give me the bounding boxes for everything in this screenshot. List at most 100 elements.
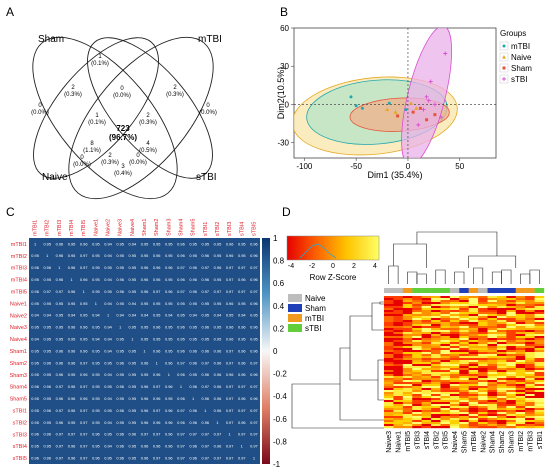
hm-cell bbox=[515, 390, 526, 393]
corr-cell: 0.96 bbox=[189, 289, 197, 294]
hm-cell bbox=[402, 350, 413, 353]
hm-cell bbox=[412, 332, 422, 335]
corr-row-label: Sham5 bbox=[10, 397, 27, 403]
hm-cell bbox=[487, 328, 498, 331]
hm-cell bbox=[393, 296, 404, 299]
hm-cell bbox=[496, 364, 507, 367]
hm-cell bbox=[525, 330, 535, 333]
hm-group-bar-cell bbox=[412, 288, 422, 293]
hm-cell bbox=[459, 300, 469, 303]
hm-cell bbox=[506, 328, 516, 331]
hm-cell bbox=[478, 380, 488, 383]
hm-cell bbox=[487, 390, 498, 393]
hm-cell bbox=[525, 352, 535, 355]
hm-cell bbox=[478, 416, 488, 419]
hm-col-dendro-link bbox=[473, 267, 484, 284]
hm-cell bbox=[487, 384, 498, 387]
hm-cell bbox=[525, 380, 535, 383]
corr-cell: 0.95 bbox=[177, 337, 185, 342]
hm-cell bbox=[431, 314, 441, 317]
hm-cell bbox=[393, 406, 404, 409]
hm-cell bbox=[449, 364, 460, 367]
hm-cell bbox=[478, 384, 488, 387]
hm-cell bbox=[478, 376, 488, 379]
corr-cell: 0.97 bbox=[202, 384, 210, 389]
hm-cell bbox=[506, 384, 516, 387]
hm-cell bbox=[393, 414, 404, 417]
hm-cell bbox=[525, 420, 535, 423]
hm-cell bbox=[431, 398, 441, 401]
hm-cell bbox=[468, 396, 479, 399]
hm-cell bbox=[440, 400, 451, 403]
corr-cell: 0.96 bbox=[68, 408, 76, 413]
corr-cell: 0.95 bbox=[92, 325, 100, 330]
hm-cell bbox=[478, 338, 488, 341]
hm-cell bbox=[534, 336, 545, 339]
hm-cell bbox=[449, 422, 460, 425]
hm-cell bbox=[515, 312, 526, 315]
hm-cell bbox=[402, 388, 413, 391]
hm-cell bbox=[487, 332, 498, 335]
hm-cell bbox=[459, 410, 469, 413]
hm-cell bbox=[384, 382, 394, 385]
hm-cell bbox=[402, 328, 413, 331]
hm-col-dendro-link bbox=[468, 255, 517, 268]
corr-cell: 0.95 bbox=[189, 301, 197, 306]
corr-col-label: mTBI1 bbox=[33, 220, 39, 236]
corr-col-label: mTBI5 bbox=[81, 220, 87, 236]
corr-cell: 0.95 bbox=[129, 277, 137, 282]
venn-region-percent: (0.0%) bbox=[73, 162, 91, 168]
hm-cell bbox=[384, 388, 394, 391]
hm-row-dendro-link bbox=[291, 383, 384, 429]
hm-cell bbox=[449, 366, 460, 369]
corr-cell: 0.95 bbox=[92, 396, 100, 401]
hm-cell bbox=[468, 370, 479, 373]
hm-cell bbox=[468, 402, 479, 405]
hm-cell bbox=[496, 344, 507, 347]
corr-cell: 1 bbox=[241, 444, 243, 449]
hm-cell bbox=[449, 314, 460, 317]
corr-cell: 0.96 bbox=[68, 325, 76, 330]
hm-cell bbox=[515, 348, 526, 351]
hm-cell bbox=[534, 364, 545, 367]
corr-cell: 0.96 bbox=[141, 408, 149, 413]
hm-cell bbox=[468, 340, 479, 343]
hm-cell bbox=[487, 366, 498, 369]
corr-cell: 0.97 bbox=[202, 455, 210, 460]
pca-x-tick-label: -50 bbox=[350, 162, 362, 171]
corr-cell: 0.96 bbox=[31, 289, 39, 294]
corr-col-label: Naive4 bbox=[130, 219, 136, 236]
hm-cell bbox=[384, 394, 394, 397]
hm-cell bbox=[506, 368, 516, 371]
venn-region-count: 723 bbox=[116, 124, 130, 133]
hm-cell bbox=[525, 302, 535, 305]
hm-cell bbox=[478, 388, 488, 391]
hm-cell bbox=[449, 380, 460, 383]
hm-cell bbox=[384, 360, 394, 363]
hm-col-label: mTBI2 bbox=[518, 431, 525, 452]
hm-cell bbox=[412, 380, 422, 383]
corr-cell: 0.96 bbox=[238, 420, 246, 425]
hm-cell bbox=[515, 378, 526, 381]
corr-cell: 1 bbox=[229, 432, 231, 437]
hm-cell bbox=[440, 358, 451, 361]
hm-cell bbox=[440, 304, 451, 307]
corr-cell: 0.95 bbox=[92, 348, 100, 353]
corr-cell: 0.96 bbox=[250, 253, 258, 258]
corr-cell: 0.96 bbox=[92, 455, 100, 460]
pca-point-naive bbox=[393, 110, 398, 114]
hm-cell bbox=[421, 342, 432, 345]
hm-cell bbox=[384, 412, 394, 415]
hm-cell bbox=[440, 364, 451, 367]
hm-cell bbox=[440, 420, 451, 423]
hm-cell bbox=[506, 392, 516, 395]
hm-cell bbox=[496, 362, 507, 365]
corr-cell: 0.96 bbox=[202, 277, 210, 282]
hm-color-key-tick: 2 bbox=[352, 263, 356, 270]
corr-cell: 0.96 bbox=[250, 396, 258, 401]
corr-cell: 0.96 bbox=[153, 265, 161, 270]
hm-cell bbox=[431, 340, 441, 343]
corr-cell: 0.95 bbox=[129, 348, 137, 353]
corr-colorbar-tick: -0.2 bbox=[273, 370, 287, 379]
hm-cell bbox=[421, 344, 432, 347]
